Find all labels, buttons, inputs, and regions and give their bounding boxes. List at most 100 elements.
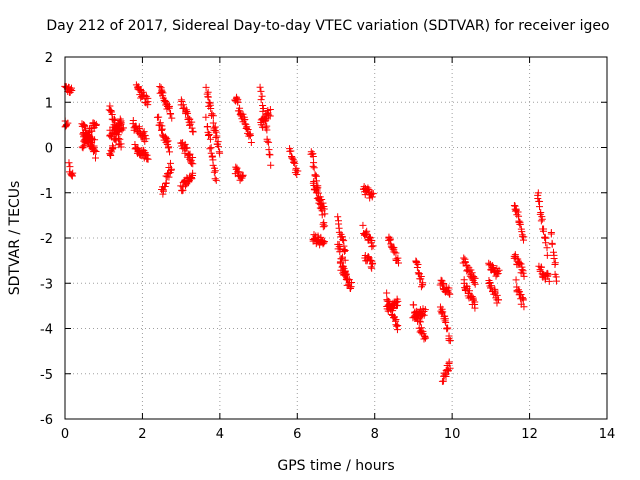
data-point (205, 130, 213, 138)
data-point (181, 140, 189, 148)
data-point (294, 167, 302, 175)
plot-frame (64, 56, 608, 420)
data-point (543, 251, 551, 259)
data-point (539, 227, 547, 235)
data-point (389, 245, 397, 253)
data-point (520, 272, 528, 280)
data-point (414, 269, 422, 277)
data-point (439, 281, 447, 289)
data-point (310, 164, 318, 172)
data-point (213, 132, 221, 140)
data-point (293, 171, 301, 179)
data-point (465, 287, 473, 295)
data-point (549, 248, 557, 256)
data-point (347, 283, 355, 291)
data-point (132, 122, 140, 130)
data-point (155, 113, 163, 121)
data-point (516, 220, 524, 228)
data-point (368, 193, 376, 201)
data-point (208, 152, 216, 160)
data-point (244, 125, 252, 133)
data-point (421, 306, 429, 314)
data-point (359, 221, 367, 229)
data-point (112, 130, 120, 138)
data-point (210, 168, 218, 176)
data-point (390, 248, 398, 256)
data-point (165, 104, 173, 112)
data-point (413, 264, 421, 272)
data-point (414, 261, 422, 269)
data-point (179, 101, 187, 109)
data-point (209, 112, 217, 120)
data-point (335, 241, 343, 249)
data-point (208, 110, 216, 118)
data-point (418, 329, 426, 337)
data-point (209, 161, 217, 169)
data-point (236, 104, 244, 112)
data-point (158, 126, 166, 134)
data-point (178, 98, 186, 106)
data-point (166, 159, 174, 167)
data-point (444, 324, 452, 332)
data-point (534, 189, 542, 197)
data-point (239, 172, 247, 180)
y-tick-label: -4 (40, 323, 53, 338)
data-point (394, 254, 402, 262)
data-point (487, 282, 495, 290)
grid (65, 57, 607, 419)
data-point (338, 263, 346, 271)
data-point (107, 107, 115, 115)
data-point (263, 126, 271, 134)
data-point (347, 284, 355, 292)
data-point (339, 263, 347, 271)
data-point (321, 210, 329, 218)
data-point (516, 259, 524, 267)
data-point (159, 190, 167, 198)
data-point (547, 230, 555, 238)
chart-title: Day 212 of 2017, Sidereal Day-to-day VTE… (46, 18, 609, 34)
data-points (61, 81, 560, 385)
data-point (369, 242, 377, 250)
data-point (207, 149, 215, 157)
data-point (81, 123, 89, 131)
data-point (167, 110, 175, 118)
data-point (512, 276, 520, 284)
data-point (368, 264, 376, 272)
data-point (538, 215, 546, 223)
data-point (239, 171, 247, 179)
x-tick-label: 8 (371, 427, 379, 442)
x-tick-label: 14 (599, 427, 616, 442)
data-point (446, 337, 454, 345)
data-point (188, 118, 196, 126)
data-point (393, 322, 401, 330)
data-point (258, 92, 266, 100)
data-point (493, 291, 501, 299)
data-point (265, 150, 273, 158)
data-point (189, 153, 197, 161)
data-point (519, 296, 527, 304)
data-point (520, 303, 528, 311)
data-point (288, 152, 296, 160)
y-tick-label: -2 (40, 232, 53, 247)
data-point (234, 98, 242, 106)
data-point (337, 266, 345, 274)
data-point (319, 199, 327, 207)
data-point (156, 119, 164, 127)
data-point (257, 87, 265, 95)
data-point (113, 127, 121, 135)
data-point (312, 189, 320, 197)
data-point (178, 187, 186, 195)
data-point (267, 161, 275, 169)
x-tick-label: 0 (61, 427, 69, 442)
data-point (188, 175, 196, 183)
data-point (460, 254, 468, 262)
data-point (446, 290, 454, 298)
data-point (309, 152, 317, 160)
data-point (67, 84, 75, 92)
data-point (336, 245, 344, 253)
data-point (184, 109, 192, 117)
data-point (158, 87, 166, 95)
data-point (266, 151, 274, 159)
